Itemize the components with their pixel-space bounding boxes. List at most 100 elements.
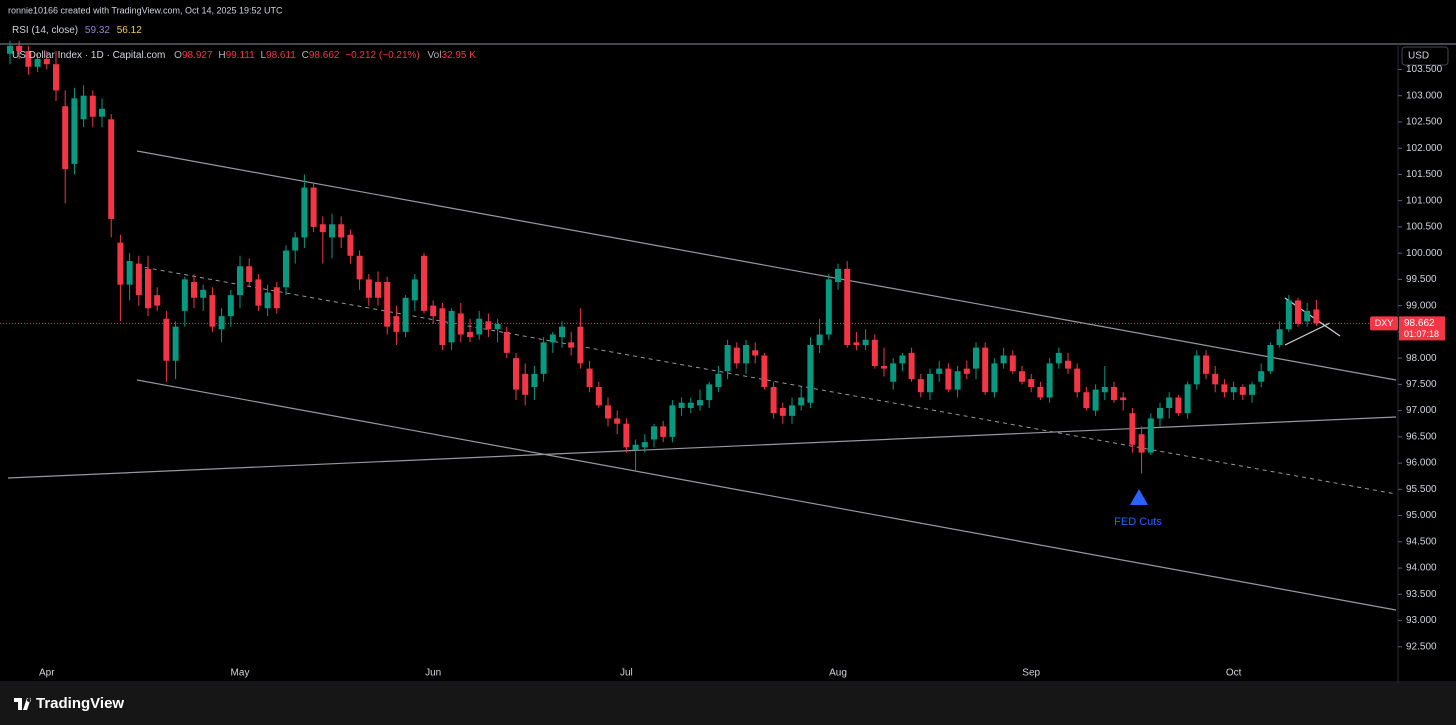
candle-body <box>329 224 335 238</box>
candle-body <box>365 279 372 298</box>
candle-body <box>549 334 556 343</box>
symbol-tag-label: DXY <box>1375 318 1394 328</box>
candle-body <box>623 423 630 448</box>
candles <box>7 40 1320 474</box>
x-tick-label: Sep <box>1022 668 1040 679</box>
candle-body <box>494 324 501 330</box>
candle-body <box>559 326 565 338</box>
change: −0.212 (−0.21%) <box>345 50 420 61</box>
candle-body <box>99 108 105 117</box>
candle-body <box>1092 389 1099 411</box>
candle-body <box>145 268 151 309</box>
candle-body <box>1285 300 1292 330</box>
volume-label: Vol <box>428 50 442 61</box>
drawings <box>7 150 1397 611</box>
y-tick-label: 98.000 <box>1406 353 1437 364</box>
candle-body <box>273 287 280 309</box>
channel-mid <box>136 265 1397 495</box>
candle-body <box>393 316 400 332</box>
candle-body <box>1000 355 1007 364</box>
candle-body <box>1276 329 1283 345</box>
candle-body <box>715 373 722 387</box>
candle-body <box>181 279 188 311</box>
candle-body <box>890 363 897 382</box>
candle-body <box>678 402 685 408</box>
candle-body <box>706 384 713 401</box>
y-tick-label: 100.500 <box>1406 222 1443 233</box>
candle-body <box>467 331 473 338</box>
candle-body <box>991 363 998 393</box>
candle-body <box>522 373 529 395</box>
y-tick-label: 99.000 <box>1406 300 1437 311</box>
rsi-legend: RSI (14, close) 59.32 56.12 <box>12 25 142 36</box>
footer-bar <box>0 683 1456 725</box>
candle-body <box>614 418 621 424</box>
support-line <box>7 416 1397 479</box>
annotation-text: FED Cuts <box>1114 516 1162 528</box>
candle-body <box>963 368 970 374</box>
candle-body <box>531 373 538 387</box>
candle-body <box>62 106 69 170</box>
symbol-title: US Dollar Index · 1D · Capital.com <box>12 50 165 61</box>
candle-body <box>761 355 768 387</box>
candle-body <box>448 310 455 343</box>
candle-body <box>1147 418 1154 453</box>
candle-body <box>697 400 703 406</box>
candle-body <box>871 339 878 366</box>
currency-box[interactable] <box>1401 46 1449 66</box>
candle-body <box>117 242 124 285</box>
candle-body <box>1129 413 1136 445</box>
candle-body <box>1221 384 1228 393</box>
countdown: 01:07:18 <box>1404 329 1439 339</box>
candle-body <box>844 268 851 345</box>
candle-body <box>862 339 869 345</box>
candle-body <box>917 379 924 393</box>
candle-body <box>743 344 749 364</box>
candle-body <box>568 342 575 348</box>
candle-body <box>605 405 611 419</box>
candle-body <box>126 261 133 285</box>
y-tick-label: 97.000 <box>1406 405 1437 416</box>
candle-body <box>457 313 464 335</box>
candle-body <box>347 234 354 256</box>
candle-body <box>733 347 740 364</box>
candle-body <box>310 187 317 227</box>
y-tick-label: 99.500 <box>1406 274 1437 285</box>
x-tick-label: May <box>231 668 250 679</box>
candle-body <box>1230 386 1237 393</box>
pennant-lower <box>1284 322 1331 346</box>
candle-body <box>237 266 243 296</box>
candle-body <box>172 326 179 361</box>
ohlc-label: H <box>218 50 225 61</box>
logo-mark <box>14 698 32 710</box>
candle-body <box>816 334 823 345</box>
candle-body <box>255 279 262 306</box>
candle-body <box>752 350 759 356</box>
price-tag-label: 98.662 <box>1404 318 1435 329</box>
y-tick-label: 92.500 <box>1406 641 1437 652</box>
y-tick-label: 94.500 <box>1406 536 1437 547</box>
candle-body <box>1065 360 1071 369</box>
candle-body <box>798 397 805 406</box>
candle-body <box>34 58 41 67</box>
candle-body <box>1009 355 1016 372</box>
candle-body <box>163 318 170 361</box>
candle-body <box>927 373 933 393</box>
y-tick-label: 96.000 <box>1406 458 1437 469</box>
candle-body <box>1249 384 1255 395</box>
candle-body <box>1111 386 1117 401</box>
candle-body <box>264 292 271 309</box>
candle-body <box>421 255 427 311</box>
candle-body <box>53 64 59 91</box>
rsi-value: 59.32 <box>85 25 110 36</box>
candle-body <box>789 405 795 416</box>
x-tick-label: Jul <box>620 668 633 679</box>
ohlc-value: 98.927 <box>182 50 213 61</box>
candle-body <box>1019 371 1025 382</box>
candle-body <box>227 295 234 317</box>
candle-body <box>1074 368 1081 393</box>
candle-body <box>1037 386 1044 398</box>
candle-body <box>135 263 142 296</box>
legend: US Dollar Index · 1D · Capital.com O98.9… <box>12 50 476 61</box>
